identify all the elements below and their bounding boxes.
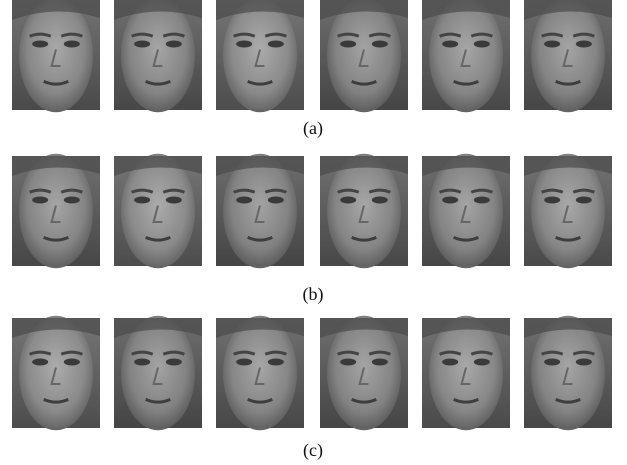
eye <box>340 359 356 366</box>
eye <box>340 41 356 48</box>
face-image <box>12 0 100 112</box>
eye <box>544 359 560 366</box>
shade <box>114 318 202 428</box>
shade <box>216 0 304 110</box>
eye <box>268 41 284 48</box>
eye <box>442 197 458 204</box>
eye <box>166 41 182 48</box>
face-image <box>524 0 612 112</box>
shade <box>12 156 100 266</box>
shade <box>524 318 612 428</box>
shade <box>12 0 100 110</box>
eye <box>340 197 356 204</box>
eye <box>576 359 592 366</box>
face-image <box>114 316 202 430</box>
eye <box>166 197 182 204</box>
face-image <box>422 154 510 268</box>
face-image <box>216 154 304 268</box>
shade <box>422 318 510 428</box>
eye <box>544 41 560 48</box>
eye <box>64 197 80 204</box>
face-image <box>422 0 510 112</box>
shade <box>216 318 304 428</box>
face-image <box>320 0 408 112</box>
eye <box>372 197 388 204</box>
eye <box>372 359 388 366</box>
eye <box>64 41 80 48</box>
eye <box>236 197 252 204</box>
eye <box>134 197 150 204</box>
face-image <box>524 316 612 430</box>
face-image <box>422 316 510 430</box>
shade <box>320 156 408 266</box>
eye <box>442 359 458 366</box>
eye <box>64 359 80 366</box>
shade <box>422 156 510 266</box>
eye <box>372 41 388 48</box>
shade <box>12 318 100 428</box>
caption: (b) <box>303 284 324 305</box>
face-image <box>12 154 100 268</box>
eye <box>268 197 284 204</box>
face-image <box>216 316 304 430</box>
eye <box>32 197 48 204</box>
face-image <box>114 0 202 112</box>
caption: (a) <box>303 118 323 139</box>
face-image <box>216 0 304 112</box>
eye <box>268 359 284 366</box>
shade <box>524 0 612 110</box>
eye <box>134 41 150 48</box>
eye <box>544 197 560 204</box>
eye <box>236 41 252 48</box>
eye <box>166 359 182 366</box>
caption: (c) <box>303 440 323 461</box>
figure: (a) (b) (c) <box>0 0 627 465</box>
shade <box>216 156 304 266</box>
face-image <box>320 316 408 430</box>
eye <box>32 359 48 366</box>
eye <box>32 41 48 48</box>
face-image <box>114 154 202 268</box>
face-image <box>12 316 100 430</box>
shade <box>422 0 510 110</box>
shade <box>320 318 408 428</box>
eye <box>576 41 592 48</box>
page: {"figure": {"rows": [{"caption": "(a)"},… <box>0 0 627 465</box>
eye <box>442 41 458 48</box>
eye <box>474 359 490 366</box>
eye <box>236 359 252 366</box>
eye <box>134 359 150 366</box>
shade <box>114 156 202 266</box>
shade <box>524 156 612 266</box>
eye <box>474 41 490 48</box>
shade <box>320 0 408 110</box>
face-image <box>320 154 408 268</box>
eye <box>474 197 490 204</box>
shade <box>114 0 202 110</box>
face-image <box>524 154 612 268</box>
eye <box>576 197 592 204</box>
